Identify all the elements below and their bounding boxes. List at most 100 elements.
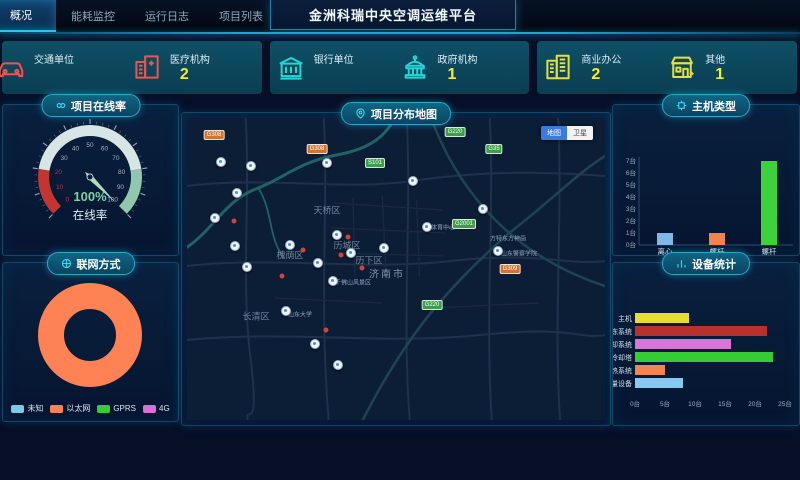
road-badge: G35 xyxy=(485,144,503,154)
district-label: 长清区 xyxy=(242,311,270,322)
alert-dot[interactable] xyxy=(323,327,329,333)
project-marker[interactable] xyxy=(332,230,342,240)
project-marker[interactable] xyxy=(478,204,488,214)
project-marker[interactable] xyxy=(216,157,226,167)
stat-other: 其他 1 xyxy=(667,51,791,84)
office-icon xyxy=(543,52,573,82)
gauge-value: 100% xyxy=(73,189,107,204)
gauge-needle xyxy=(85,172,116,203)
project-marker[interactable] xyxy=(346,248,356,258)
stat-commercial: 商业办公 2 xyxy=(543,51,667,84)
project-marker[interactable] xyxy=(230,241,240,251)
bar xyxy=(635,378,683,388)
project-marker[interactable] xyxy=(328,276,338,286)
stat-label: 交通单位 xyxy=(34,55,74,66)
gauge-zone xyxy=(38,168,62,214)
shop-icon xyxy=(667,52,697,82)
bar xyxy=(635,365,665,375)
gauge-tick-label: 70 xyxy=(112,155,120,162)
y-category: 主机 xyxy=(618,314,632,323)
district-label: 历城区 xyxy=(333,240,361,251)
legend-item[interactable]: 以太网 xyxy=(50,403,90,414)
gauge-tick-label: 50 xyxy=(86,142,94,149)
gauge-tick-label: 10 xyxy=(56,184,64,191)
alert-dot[interactable] xyxy=(359,265,365,271)
road-badge: G308 xyxy=(306,144,328,154)
tab-overview[interactable]: 概况 xyxy=(0,0,56,32)
y-category: 冷冻系统 xyxy=(613,327,632,336)
x-tick: 15台 xyxy=(718,399,732,408)
y-tick: 6台 xyxy=(626,168,636,177)
hospital-icon xyxy=(132,52,162,82)
legend-swatch xyxy=(143,404,156,413)
tab-energy-monitor[interactable]: 能耗监控 xyxy=(71,11,115,23)
project-marker[interactable] xyxy=(422,222,432,232)
stat-value: 2 xyxy=(591,65,601,83)
district-label: 历下区 xyxy=(355,255,383,266)
y-category: 换热系统 xyxy=(613,366,632,375)
legend-swatch xyxy=(11,404,25,413)
gauge-label: 在线率 xyxy=(73,208,108,222)
legend-item[interactable]: 4G xyxy=(143,403,170,414)
stat-value: 1 xyxy=(447,65,457,83)
project-marker[interactable] xyxy=(408,176,418,186)
stat-medical: 医疗机构 2 xyxy=(132,51,256,84)
network-donut xyxy=(38,283,142,387)
car-icon xyxy=(0,53,26,83)
y-category: 冷却系统 xyxy=(613,340,632,349)
legend-item[interactable]: 未知 xyxy=(11,403,43,414)
panel-network: 联网方式 未知 以太网 GPRS 4G xyxy=(2,252,179,422)
alert-dot[interactable] xyxy=(345,234,351,240)
stat-value: 2 xyxy=(179,65,189,83)
project-marker[interactable] xyxy=(246,161,256,171)
project-marker[interactable] xyxy=(285,240,295,250)
project-marker[interactable] xyxy=(232,188,242,198)
alert-dot[interactable] xyxy=(231,218,237,224)
district-label: 济南市 xyxy=(369,269,405,281)
project-marker[interactable] xyxy=(242,262,252,272)
district-label: 槐荫区 xyxy=(276,250,304,261)
bar xyxy=(635,313,689,323)
project-marker[interactable] xyxy=(333,360,343,370)
alert-dot[interactable] xyxy=(338,252,344,258)
project-marker[interactable] xyxy=(493,246,503,256)
panel-title: 项目分布地图 xyxy=(371,108,437,121)
project-marker[interactable] xyxy=(313,258,323,268)
gauge-zone xyxy=(118,168,142,214)
legend-swatch xyxy=(97,404,111,413)
project-marker[interactable] xyxy=(281,306,291,316)
y-category: 计量设备 xyxy=(613,379,632,388)
project-marker[interactable] xyxy=(379,243,389,253)
poi-label: 山东警察学院 xyxy=(501,251,538,258)
stat-card-2: 银行单位 政府机构 1 xyxy=(269,41,530,94)
nav-divider xyxy=(0,32,800,34)
project-marker[interactable] xyxy=(210,213,220,223)
map-canvas[interactable]: 地图 卫星 济南市 历下区 历城区 槐荫区 天桥区 长清区 千佛山风景区 方特东方神画 山东警察… xyxy=(187,118,605,420)
map-toggle-map[interactable]: 地图 xyxy=(541,126,567,140)
project-marker[interactable] xyxy=(310,339,320,349)
legend-label: 未知 xyxy=(27,404,44,413)
alert-dot[interactable] xyxy=(300,247,306,253)
stat-label: 政府机构 xyxy=(437,54,478,66)
legend-label: 以太网 xyxy=(66,404,91,413)
panel-online-rate: 项目在线率 0 10 20 30 40 50 60 70 80 90 100 100% 在线率 xyxy=(2,94,179,256)
alert-dot[interactable] xyxy=(279,273,285,279)
x-tick: 25台 xyxy=(778,399,792,408)
tab-run-log[interactable]: 运行日志 xyxy=(145,11,189,23)
stats-row: 交通单位 医疗机构 2 xyxy=(0,41,798,94)
globe-icon xyxy=(61,258,71,269)
stat-value xyxy=(314,66,354,84)
map-toggle-satellite[interactable]: 卫星 xyxy=(567,126,593,140)
x-tick: 0台 xyxy=(630,399,640,408)
bars-icon xyxy=(677,260,686,268)
x-tick: 5台 xyxy=(660,399,670,408)
poi-label: 山东大学 xyxy=(288,312,313,319)
poi-label: 方特东方神画 xyxy=(490,236,527,243)
poi-label: 千佛山风景区 xyxy=(335,280,372,287)
tab-project-list[interactable]: 项目列表 xyxy=(219,11,263,23)
stat-traffic: 交通单位 xyxy=(0,51,132,84)
government-icon xyxy=(400,52,430,82)
panel-host-type: 主机类型 0台 1台 2台 3台 4台 5台 6台 7台 离心 螺杆 螺杆 xyxy=(612,94,800,256)
legend-item[interactable]: GPRS xyxy=(97,403,136,414)
project-marker[interactable] xyxy=(322,158,332,168)
